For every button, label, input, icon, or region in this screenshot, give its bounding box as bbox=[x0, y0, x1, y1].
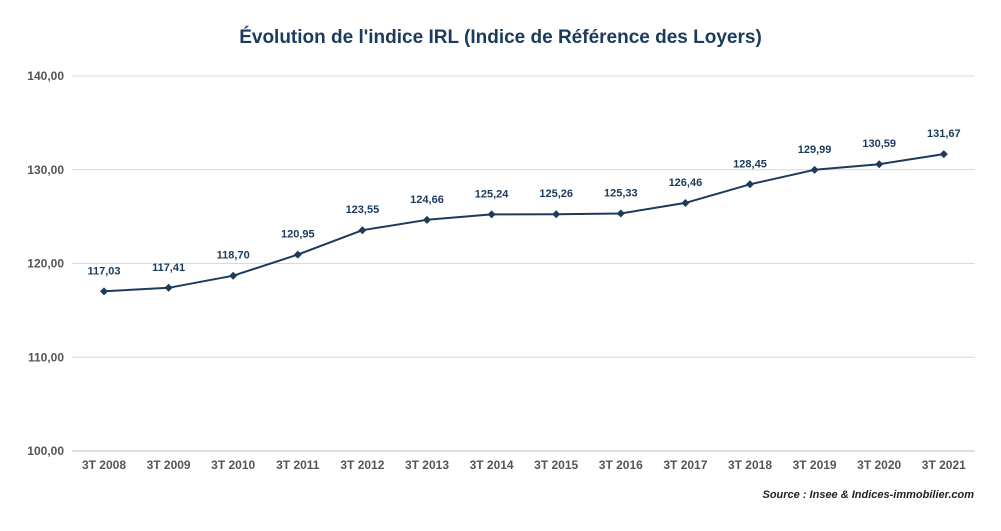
data-point bbox=[552, 210, 561, 219]
data-point bbox=[293, 250, 302, 259]
x-tick-label: 3T 2021 bbox=[922, 458, 966, 472]
series-line bbox=[103, 153, 944, 293]
data-label: 125,24 bbox=[475, 188, 510, 200]
x-tick-label: 3T 2009 bbox=[147, 458, 191, 472]
data-label: 124,66 bbox=[410, 194, 444, 206]
x-tick-label: 3T 2016 bbox=[599, 458, 643, 472]
x-tick-label: 3T 2020 bbox=[857, 458, 901, 472]
data-points bbox=[100, 150, 948, 296]
x-tick-label: 3T 2011 bbox=[276, 458, 320, 472]
data-label: 130,59 bbox=[862, 138, 896, 150]
y-tick-label: 110,00 bbox=[28, 350, 64, 364]
data-label: 126,46 bbox=[669, 177, 703, 189]
data-label: 128,45 bbox=[733, 158, 767, 170]
data-point bbox=[423, 215, 431, 224]
x-tick-label: 3T 2013 bbox=[405, 458, 449, 472]
x-tick-label: 3T 2019 bbox=[793, 458, 837, 472]
data-labels: 117,03 117,41 118,70 120,95 123,55 124,66 125,… bbox=[87, 128, 960, 277]
data-point bbox=[616, 209, 625, 218]
y-tick-label: 130,00 bbox=[27, 163, 64, 177]
data-point bbox=[229, 271, 238, 280]
data-point bbox=[100, 287, 108, 296]
x-tick-label: 3T 2015 bbox=[534, 458, 578, 472]
chart-source: Source : Insee & Indices-immobilier.com bbox=[762, 489, 974, 501]
x-tick-label: 3T 2014 bbox=[470, 458, 514, 472]
data-label: 123,55 bbox=[346, 204, 380, 216]
y-axis-ticks: 100,00 110,00 120,00 130,00 140,00 bbox=[27, 69, 64, 458]
data-label: 117,03 bbox=[87, 265, 120, 277]
data-label: 129,99 bbox=[798, 144, 832, 156]
gridlines bbox=[72, 75, 975, 452]
y-tick-label: 100,00 bbox=[27, 444, 64, 458]
x-tick-label: 3T 2008 bbox=[82, 458, 126, 472]
data-label: 118,70 bbox=[217, 250, 250, 262]
x-tick-label: 3T 2010 bbox=[211, 458, 255, 472]
y-tick-label: 120,00 bbox=[27, 257, 64, 271]
data-point bbox=[746, 180, 754, 189]
y-tick-label: 140,00 bbox=[27, 69, 64, 83]
data-label: 125,33 bbox=[604, 188, 638, 200]
series-line-group bbox=[103, 153, 944, 293]
data-point bbox=[164, 283, 173, 292]
x-axis-ticks: 3T 2008 3T 2009 3T 2010 3T 2011 3T 2012 3T 20… bbox=[82, 458, 966, 472]
data-point bbox=[810, 165, 819, 174]
data-label: 125,26 bbox=[539, 188, 573, 200]
data-label: 120,95 bbox=[281, 229, 315, 241]
data-point bbox=[681, 198, 690, 207]
chart-title: Évolution de l'indice IRL (Indice de Réf… bbox=[239, 27, 762, 48]
x-tick-label: 3T 2017 bbox=[663, 458, 707, 472]
x-tick-label: 3T 2012 bbox=[340, 458, 384, 472]
data-label: 117,41 bbox=[152, 262, 185, 274]
data-point bbox=[875, 160, 884, 169]
data-point bbox=[939, 150, 948, 159]
data-label: 131,67 bbox=[927, 128, 961, 140]
data-point bbox=[358, 226, 367, 235]
data-point bbox=[487, 210, 496, 219]
x-tick-label: 3T 2018 bbox=[728, 458, 772, 472]
